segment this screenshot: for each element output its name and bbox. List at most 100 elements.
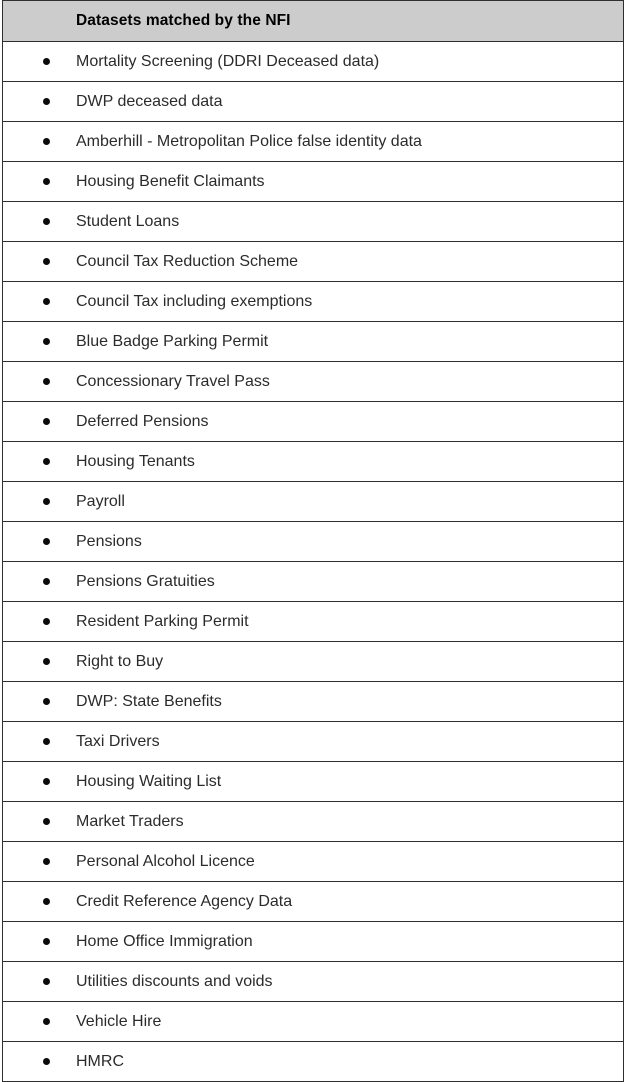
table-row: Payroll [2,481,624,522]
dataset-cell: Concessionary Travel Pass [2,361,624,402]
table-row: Resident Parking Permit [2,601,624,642]
dataset-name-label: Concessionary Travel Pass [76,372,270,390]
dataset-name-label: DWP deceased data [76,92,223,110]
dataset-name-label: DWP: State Benefits [76,692,222,710]
bullet-dot-icon [43,658,50,665]
table-header-row: Datasets matched by the NFI [2,0,624,42]
list-item: Payroll [3,482,623,521]
dataset-cell: DWP: State Benefits [2,681,624,722]
dataset-cell: Council Tax Reduction Scheme [2,241,624,282]
list-item: HMRC [3,1042,623,1081]
dataset-cell: DWP deceased data [2,81,624,122]
dataset-name-label: HMRC [76,1052,124,1070]
list-item: Personal Alcohol Licence [3,842,623,881]
table-row: DWP deceased data [2,81,624,122]
dataset-name-label: Market Traders [76,812,184,830]
bullet-dot-icon [43,58,50,65]
dataset-name-label: Council Tax including exemptions [76,292,313,310]
list-item: Mortality Screening (DDRI Deceased data) [3,42,623,81]
dataset-name-label: Payroll [76,492,125,510]
bullet-dot-icon [43,738,50,745]
dataset-cell: Right to Buy [2,641,624,682]
table-header-title: Datasets matched by the NFI [2,0,624,42]
bullet-dot-icon [43,498,50,505]
bullet-dot-icon [43,1058,50,1065]
table-row: Personal Alcohol Licence [2,841,624,882]
table-row: Vehicle Hire [2,1001,624,1042]
bullet-dot-icon [43,458,50,465]
bullet-dot-icon [43,418,50,425]
table-row: Utilities discounts and voids [2,961,624,1002]
bullet-dot-icon [43,618,50,625]
dataset-name-label: Housing Benefit Claimants [76,172,265,190]
dataset-name-label: Housing Tenants [76,452,195,470]
table-body: Mortality Screening (DDRI Deceased data)… [2,41,624,1082]
dataset-name-label: Vehicle Hire [76,1012,162,1030]
bullet-dot-icon [43,978,50,985]
dataset-cell: Housing Tenants [2,441,624,482]
table-row: Housing Benefit Claimants [2,161,624,202]
table-row: Taxi Drivers [2,721,624,762]
table-row: Amberhill - Metropolitan Police false id… [2,121,624,162]
list-item: Blue Badge Parking Permit [3,322,623,361]
list-item: Housing Waiting List [3,762,623,801]
table-row: DWP: State Benefits [2,681,624,722]
list-item: Housing Tenants [3,442,623,481]
list-item: DWP: State Benefits [3,682,623,721]
dataset-name-label: Deferred Pensions [76,412,209,430]
dataset-cell: Council Tax including exemptions [2,281,624,322]
list-item: DWP deceased data [3,82,623,121]
table-row: Deferred Pensions [2,401,624,442]
table-row: Council Tax including exemptions [2,281,624,322]
table-row: Right to Buy [2,641,624,682]
dataset-cell: Housing Benefit Claimants [2,161,624,202]
dataset-cell: Taxi Drivers [2,721,624,762]
dataset-name-label: Resident Parking Permit [76,612,249,630]
dataset-cell: Student Loans [2,201,624,242]
list-item: Deferred Pensions [3,402,623,441]
dataset-cell: Personal Alcohol Licence [2,841,624,882]
dataset-cell: Resident Parking Permit [2,601,624,642]
dataset-name-label: Pensions [76,532,142,550]
table-row: HMRC [2,1041,624,1082]
table-row: Housing Waiting List [2,761,624,802]
table-row: Concessionary Travel Pass [2,361,624,402]
table-row: Housing Tenants [2,441,624,482]
table-head: Datasets matched by the NFI [2,0,624,42]
dataset-name-label: Pensions Gratuities [76,572,215,590]
dataset-cell: Housing Waiting List [2,761,624,802]
list-item: Concessionary Travel Pass [3,362,623,401]
bullet-dot-icon [43,218,50,225]
list-item: Housing Benefit Claimants [3,162,623,201]
dataset-cell: Payroll [2,481,624,522]
dataset-cell: Market Traders [2,801,624,842]
dataset-name-label: Home Office Immigration [76,932,253,950]
table-row: Pensions [2,521,624,562]
dataset-cell: Blue Badge Parking Permit [2,321,624,362]
table-row: Pensions Gratuities [2,561,624,602]
bullet-dot-icon [43,138,50,145]
list-item: Council Tax Reduction Scheme [3,242,623,281]
list-item: Credit Reference Agency Data [3,882,623,921]
table-row: Council Tax Reduction Scheme [2,241,624,282]
dataset-name-label: Right to Buy [76,652,164,670]
list-item: Pensions Gratuities [3,562,623,601]
dataset-name-label: Credit Reference Agency Data [76,892,293,910]
bullet-dot-icon [43,578,50,585]
list-item: Home Office Immigration [3,922,623,961]
bullet-dot-icon [43,778,50,785]
dataset-cell: Utilities discounts and voids [2,961,624,1002]
table-row: Credit Reference Agency Data [2,881,624,922]
dataset-name-label: Housing Waiting List [76,772,222,790]
dataset-cell: HMRC [2,1041,624,1082]
list-item: Vehicle Hire [3,1002,623,1041]
list-item: Council Tax including exemptions [3,282,623,321]
list-item: Utilities discounts and voids [3,962,623,1001]
dataset-cell: Pensions Gratuities [2,561,624,602]
dataset-name-label: Amberhill - Metropolitan Police false id… [76,132,422,150]
bullet-dot-icon [43,378,50,385]
list-item: Amberhill - Metropolitan Police false id… [3,122,623,161]
dataset-name-label: Student Loans [76,212,180,230]
table-row: Mortality Screening (DDRI Deceased data) [2,41,624,82]
table-row: Blue Badge Parking Permit [2,321,624,362]
